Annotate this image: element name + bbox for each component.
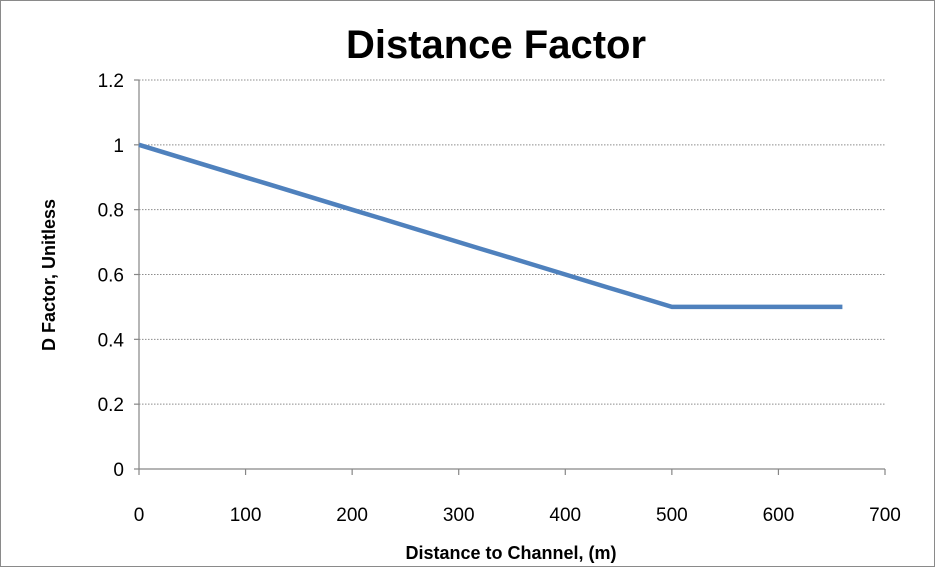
x-tick-label: 200 <box>336 505 368 526</box>
x-tick-label: 100 <box>230 505 262 526</box>
y-tick-label: 0.2 <box>98 395 124 416</box>
y-tick-label: 0.8 <box>98 201 124 222</box>
axes <box>134 79 886 475</box>
x-tick-label: 0 <box>134 505 145 526</box>
y-tick-label: 0.6 <box>98 266 124 287</box>
y-tick-label: 1 <box>113 136 124 157</box>
y-tick-label: 1.2 <box>98 71 124 92</box>
x-tick-label: 500 <box>656 505 688 526</box>
x-axis-label: Distance to Channel, (m) <box>405 543 616 563</box>
x-tick-label: 300 <box>443 505 475 526</box>
x-tick-label: 400 <box>549 505 581 526</box>
y-tick-label: 0.4 <box>98 330 125 351</box>
gridlines <box>139 79 885 405</box>
y-axis-label: D Factor, Unitless <box>39 199 59 351</box>
series-line <box>138 142 843 310</box>
x-tick-label: 600 <box>763 505 795 526</box>
chart-title: Distance Factor <box>346 23 646 67</box>
series-layer <box>138 142 843 310</box>
tick-labels: 0 0.2 0.4 0.6 0.8 1 1.2 0 100 200 300 400 500 600 700 <box>98 71 901 526</box>
y-tick-label: 0 <box>113 460 124 481</box>
x-tick-label: 700 <box>869 505 901 526</box>
